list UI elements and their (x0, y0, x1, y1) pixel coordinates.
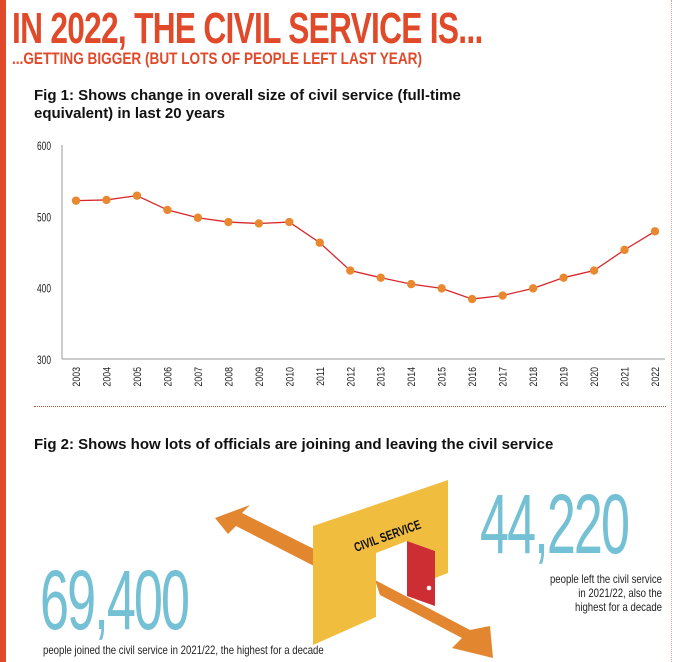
x-tick-label: 2017 (498, 367, 510, 387)
x-tick-label: 2010 (284, 367, 296, 387)
x-tick-label: 2011 (315, 367, 327, 386)
accent-bar (0, 0, 6, 662)
data-point (620, 245, 629, 255)
left-caption: people left the civil service in 2021/22… (516, 572, 662, 614)
x-tick-label: 2014 (406, 367, 418, 387)
page-title: IN 2022, THE CIVIL SERVICE IS... (12, 4, 483, 53)
x-tick-label: 2018 (528, 367, 540, 387)
data-point (407, 279, 416, 289)
left-caption-line: people left the civil service (549, 572, 662, 586)
data-point (376, 273, 385, 282)
data-point (193, 213, 203, 222)
arrow-leaving-icon (215, 505, 320, 567)
data-point (589, 266, 599, 275)
x-tick-label: 2020 (589, 367, 601, 387)
x-tick-label: 2016 (467, 367, 479, 387)
y-tick-label: 300 (37, 355, 51, 368)
data-point (71, 196, 81, 205)
door-icon (407, 541, 435, 606)
y-tick-label: 500 (37, 212, 51, 225)
data-point (650, 227, 660, 236)
wall-icon (313, 480, 448, 645)
divider (34, 406, 666, 407)
data-point (437, 284, 446, 293)
data-point (315, 238, 324, 247)
joined-count: 69,400 (40, 553, 190, 647)
series-line (75, 194, 656, 300)
x-tick-label: 2003 (71, 367, 83, 387)
left-caption-line: in 2021/22, also the (578, 586, 662, 600)
arrow-joining-icon (375, 580, 493, 658)
divider-vertical (671, 0, 672, 662)
page-subtitle: ...GETTING BIGGER (BUT LOTS OF PEOPLE LE… (12, 49, 423, 68)
left-count: 44,220 (480, 477, 630, 571)
joined-caption: people joined the civil service in 2021/… (43, 643, 324, 657)
data-point (254, 219, 264, 228)
data-point (163, 205, 172, 215)
x-tick-label: 2019 (559, 367, 571, 387)
x-tick-label: 2008 (224, 367, 236, 387)
data-point (498, 291, 507, 300)
x-tick-label: 2004 (102, 367, 114, 387)
data-point (285, 217, 294, 227)
x-tick-label: 2022 (650, 367, 662, 387)
data-point (102, 195, 111, 205)
x-tick-label: 2015 (437, 367, 449, 387)
door-knob-icon (426, 585, 432, 591)
fig2-heading: Fig 2: Shows how lots of officials are j… (34, 436, 554, 453)
x-tick-label: 2021 (620, 367, 632, 387)
data-point (346, 266, 355, 275)
line-chart: 300 400 500 600 2003 2004 2005 2006 2007 2008 2009… (37, 141, 665, 387)
data-point (559, 273, 568, 282)
civil-service-illustration: CIVIL SERVICE (215, 480, 493, 658)
data-point (132, 191, 142, 200)
data-point (467, 294, 477, 304)
left-caption-line: highest for a decade (575, 600, 662, 614)
x-tick-label: 2006 (163, 367, 175, 387)
y-tick-label: 400 (37, 283, 51, 296)
x-tick-label: 2009 (254, 367, 266, 387)
data-point (528, 284, 538, 293)
fig1-heading: Fig 1: Shows change in overall size of c… (34, 87, 461, 122)
y-tick-label: 600 (37, 141, 51, 154)
x-tick-label: 2007 (193, 367, 205, 387)
x-tick-label: 2013 (376, 367, 388, 387)
x-tick-label: 2005 (132, 367, 144, 387)
x-tick-label: 2012 (345, 367, 357, 387)
data-point (224, 217, 233, 227)
